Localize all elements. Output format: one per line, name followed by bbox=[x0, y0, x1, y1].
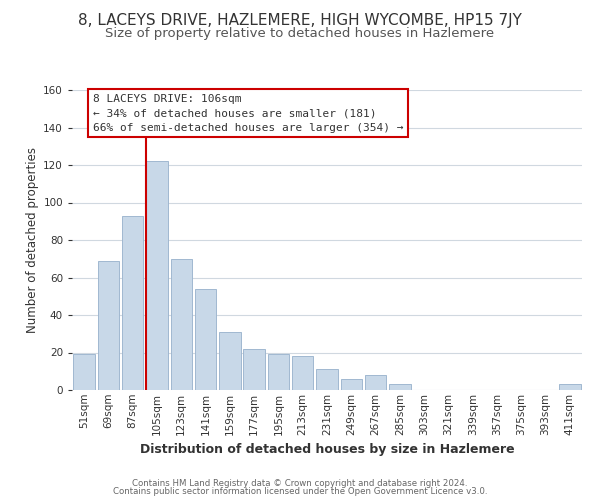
Text: Size of property relative to detached houses in Hazlemere: Size of property relative to detached ho… bbox=[106, 28, 494, 40]
Bar bbox=[146, 161, 167, 390]
Bar bbox=[170, 259, 192, 390]
Bar bbox=[316, 370, 338, 390]
Text: 8 LACEYS DRIVE: 106sqm
← 34% of detached houses are smaller (181)
66% of semi-de: 8 LACEYS DRIVE: 106sqm ← 34% of detached… bbox=[92, 94, 403, 132]
Bar bbox=[73, 354, 95, 390]
Bar bbox=[559, 384, 581, 390]
Text: Contains HM Land Registry data © Crown copyright and database right 2024.: Contains HM Land Registry data © Crown c… bbox=[132, 478, 468, 488]
X-axis label: Distribution of detached houses by size in Hazlemere: Distribution of detached houses by size … bbox=[140, 443, 514, 456]
Text: 8, LACEYS DRIVE, HAZLEMERE, HIGH WYCOMBE, HP15 7JY: 8, LACEYS DRIVE, HAZLEMERE, HIGH WYCOMBE… bbox=[78, 12, 522, 28]
Bar bbox=[244, 349, 265, 390]
Bar bbox=[292, 356, 313, 390]
Bar bbox=[122, 216, 143, 390]
Text: Contains public sector information licensed under the Open Government Licence v3: Contains public sector information licen… bbox=[113, 487, 487, 496]
Bar bbox=[219, 332, 241, 390]
Bar bbox=[365, 375, 386, 390]
Bar bbox=[195, 289, 216, 390]
Y-axis label: Number of detached properties: Number of detached properties bbox=[26, 147, 39, 333]
Bar bbox=[389, 384, 410, 390]
Bar bbox=[268, 354, 289, 390]
Bar bbox=[341, 379, 362, 390]
Bar bbox=[98, 260, 119, 390]
